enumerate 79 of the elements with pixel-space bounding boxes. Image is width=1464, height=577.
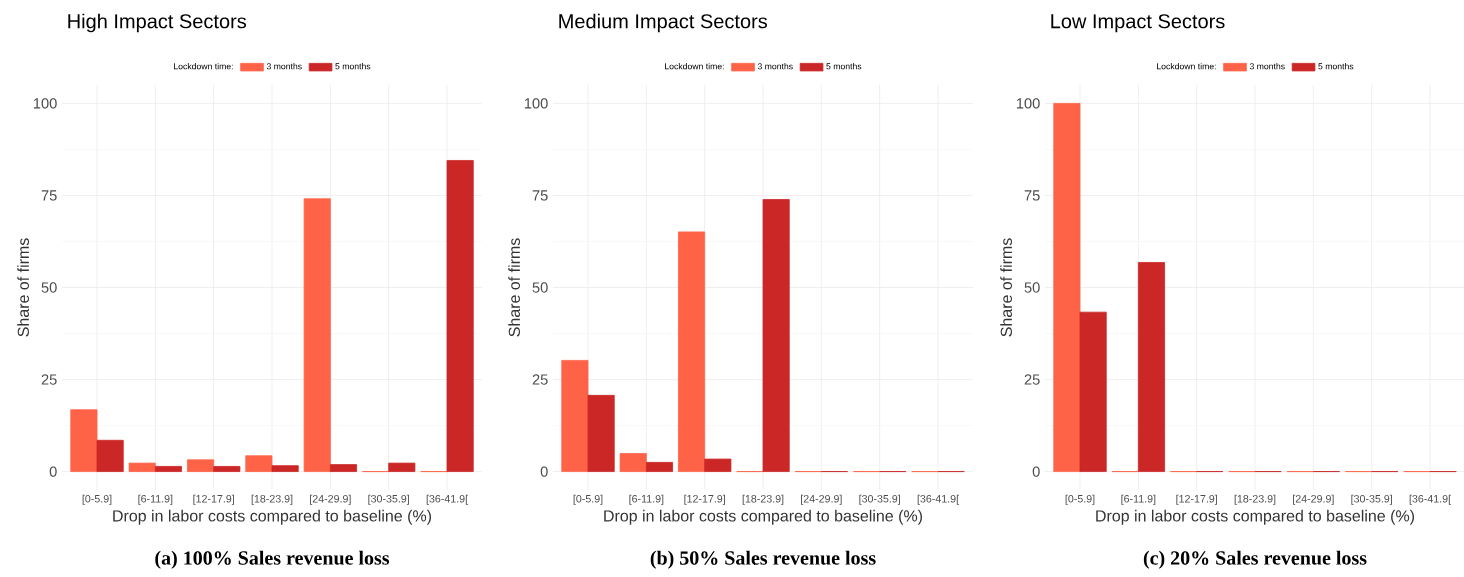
bar [213, 466, 241, 472]
y-axis-title: Share of firms [17, 238, 29, 337]
bar [128, 462, 156, 472]
y-tick-label: 75 [41, 190, 57, 201]
bar [303, 198, 331, 472]
y-tick-label: 0 [1032, 466, 1040, 477]
x-tick-label: [18-23.9] [251, 494, 293, 505]
x-axis-title: Drop in labor costs compared to baseline (%) [604, 509, 923, 525]
x-axis-title: Drop in labor costs compared to baseline (%) [1096, 509, 1415, 525]
y-tick-label: 100 [1016, 98, 1040, 109]
x-tick-label: [12-17.9] [193, 494, 234, 505]
x-tick-label: [24-29.9] [801, 494, 842, 505]
bar [96, 439, 124, 472]
x-tick-label: [18-23.9] [742, 494, 784, 505]
bar [762, 199, 790, 472]
y-tick-label: 25 [1024, 374, 1040, 385]
legend-title: Lockdown time: [1157, 63, 1216, 70]
legend-label: 5 months [1318, 63, 1354, 70]
bar [645, 461, 673, 472]
bar [388, 462, 416, 472]
y-tick-label: 25 [532, 374, 548, 385]
y-tick-label: 75 [1024, 190, 1040, 201]
chart-title: Low Impact Sectors [1051, 14, 1225, 33]
bar [329, 464, 357, 472]
legend-label: 5 months [335, 63, 371, 70]
x-tick-label: [12-17.9] [1176, 494, 1217, 505]
x-tick-label: [30-35.9] [859, 494, 900, 505]
x-tick-label: [24-29.9] [1293, 494, 1334, 505]
bar [1137, 262, 1165, 472]
x-tick-label: [36-41.9[ [1409, 494, 1451, 505]
legend-label: 5 months [826, 63, 862, 70]
bar [154, 466, 182, 472]
bar [678, 231, 706, 472]
y-tick-label: 100 [33, 98, 57, 109]
chart-title: Medium Impact Sectors [559, 13, 768, 33]
legend-title: Lockdown time: [174, 63, 233, 70]
x-tick-label: [0-5.9] [1065, 494, 1095, 505]
x-tick-label: [36-41.9[ [917, 494, 959, 505]
bar [1053, 103, 1081, 472]
legend-label: 3 months [757, 63, 793, 70]
y-axis-title: Share of firms [508, 238, 520, 337]
bar [245, 455, 273, 472]
x-tick-label: [6-11.9] [629, 494, 664, 505]
x-tick-label: [30-35.9] [1351, 494, 1392, 505]
y-tick-label: 50 [1024, 282, 1040, 293]
bar [446, 160, 474, 472]
x-tick-label: [6-11.9] [138, 494, 173, 505]
chart-title: High Impact Sectors [68, 13, 247, 33]
x-tick-label: [24-29.9] [310, 494, 351, 505]
y-axis-title: Share of firms [1000, 238, 1012, 337]
y-tick-label: 50 [41, 282, 57, 293]
bar [271, 465, 299, 472]
bar [619, 453, 647, 472]
bar [704, 458, 732, 472]
text: (b) 50% Sales revenue loss [650, 550, 876, 569]
bar [587, 394, 615, 472]
legend-label: 3 months [266, 63, 302, 70]
y-tick-label: 75 [532, 190, 548, 201]
x-tick-label: [36-41.9[ [426, 494, 468, 505]
bar [561, 359, 589, 472]
text: (a) 100% Sales revenue loss [155, 550, 390, 569]
x-tick-label: [30-35.9] [368, 494, 409, 505]
x-axis-title: Drop in labor costs compared to baseline (%) [113, 509, 432, 525]
y-tick-label: 100 [524, 98, 548, 109]
y-tick-label: 0 [49, 466, 57, 477]
x-tick-label: [18-23.9] [1234, 494, 1276, 505]
bar [70, 409, 98, 472]
legend-title: Lockdown time: [665, 63, 724, 70]
x-tick-label: [0-5.9] [82, 494, 112, 505]
x-tick-label: [12-17.9] [684, 494, 725, 505]
bar [1079, 311, 1107, 472]
legend-label: 3 months [1249, 63, 1285, 70]
y-tick-label: 50 [532, 282, 548, 293]
text: (c) 20% Sales revenue loss [1143, 550, 1367, 569]
x-tick-label: [6-11.9] [1121, 494, 1156, 505]
bar [187, 459, 215, 472]
x-tick-label: [0-5.9] [573, 494, 603, 505]
y-tick-label: 25 [41, 374, 57, 385]
y-tick-label: 0 [540, 466, 548, 477]
